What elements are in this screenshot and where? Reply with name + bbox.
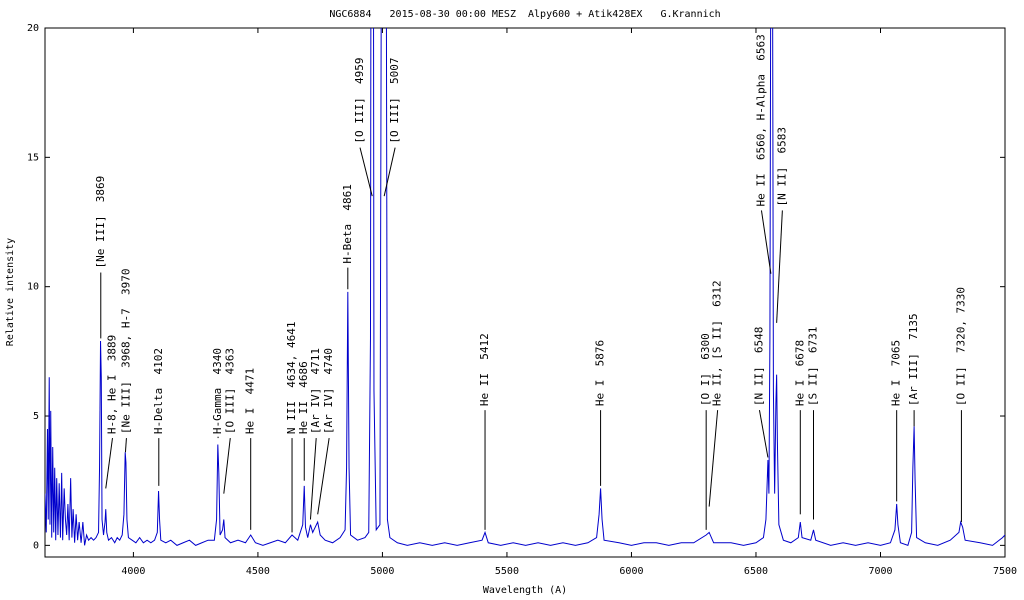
annotation-leader: [124, 438, 127, 453]
plot-frame: [44, 27, 1006, 558]
y-tick-label: 15: [27, 152, 39, 163]
annotation-label: He II 4686: [297, 361, 310, 434]
x-tick-label: 5000: [370, 566, 394, 577]
annotation-label: [Ne III] 3968, H-7 3970: [119, 268, 132, 434]
x-tick-label: 4000: [121, 566, 145, 577]
annotation-leader: [359, 147, 373, 197]
annotation-leader: [105, 438, 113, 489]
annotation-leader: [223, 438, 231, 494]
annotation-label: He I 5876: [594, 340, 607, 406]
x-tick-label: 7500: [993, 566, 1017, 577]
annotation-label: [O III] 4959: [353, 57, 366, 143]
annotation-label: [Ne III] 3869: [94, 176, 107, 269]
annotation-label: H-8, He I 3889: [105, 335, 118, 434]
annotation-leader: [383, 147, 396, 197]
annotation-label: He I 7065: [890, 340, 903, 406]
annotation-label: [Ar IV] 4740: [322, 348, 335, 434]
annotation-leader: [708, 410, 719, 507]
x-tick-label: 6500: [744, 566, 768, 577]
x-tick-label: 7000: [868, 566, 892, 577]
annotation-label: [Ar IV] 4711: [309, 348, 322, 434]
y-tick-label: 0: [33, 540, 39, 551]
y-tick-label: 10: [27, 282, 39, 293]
spectrum-line: [45, 28, 1005, 547]
annotation-leader: [776, 210, 783, 323]
annotation-label: He II 6560, H-Alpha 6563: [754, 34, 767, 206]
x-tick-label: 4500: [246, 566, 270, 577]
annotation-label: He I 4471: [244, 368, 257, 434]
annotation-label: H-Gamma 4340: [211, 348, 224, 434]
x-tick-label: 6000: [619, 566, 643, 577]
y-tick-label: 5: [33, 411, 39, 422]
annotation-label: H-Delta 4102: [152, 348, 165, 434]
annotation-label: [N II] 6548: [752, 327, 765, 406]
annotation-label: [O III] 5007: [388, 57, 401, 143]
annotation-label: He II 5412: [478, 333, 491, 406]
chart-title: NGC6884 2015-08-30 00:00 MESZ Alpy600 + …: [329, 9, 720, 20]
annotation-leader: [760, 210, 772, 274]
annotation-leader: [758, 410, 769, 458]
annotation-label: He I 6678: [793, 340, 806, 406]
y-tick-label: 20: [27, 23, 39, 34]
plot-area: [45, 28, 1005, 547]
annotation-label: N III 4634, 4641: [285, 321, 298, 434]
annotation-label: [O III] 4363: [223, 348, 236, 434]
x-tick-label: 5500: [495, 566, 519, 577]
annotation-label: [Ar III] 7135: [907, 313, 920, 406]
annotation-leader: [309, 438, 317, 520]
annotation-label: [O I] 6300: [699, 333, 712, 406]
annotation-label: [N II] 6583: [775, 127, 788, 206]
annotation-label: [O II] 7320, 7330: [954, 287, 967, 406]
annotation-label: H-Beta 4861: [341, 184, 354, 263]
annotation-label: [S II] 6731: [806, 327, 819, 406]
annotation-label: He II, [S II] 6312: [711, 280, 724, 406]
y-axis-label: Relative intensity: [5, 238, 16, 346]
x-axis-label: Wavelength (A): [483, 585, 567, 596]
annotation-leader: [317, 438, 330, 515]
